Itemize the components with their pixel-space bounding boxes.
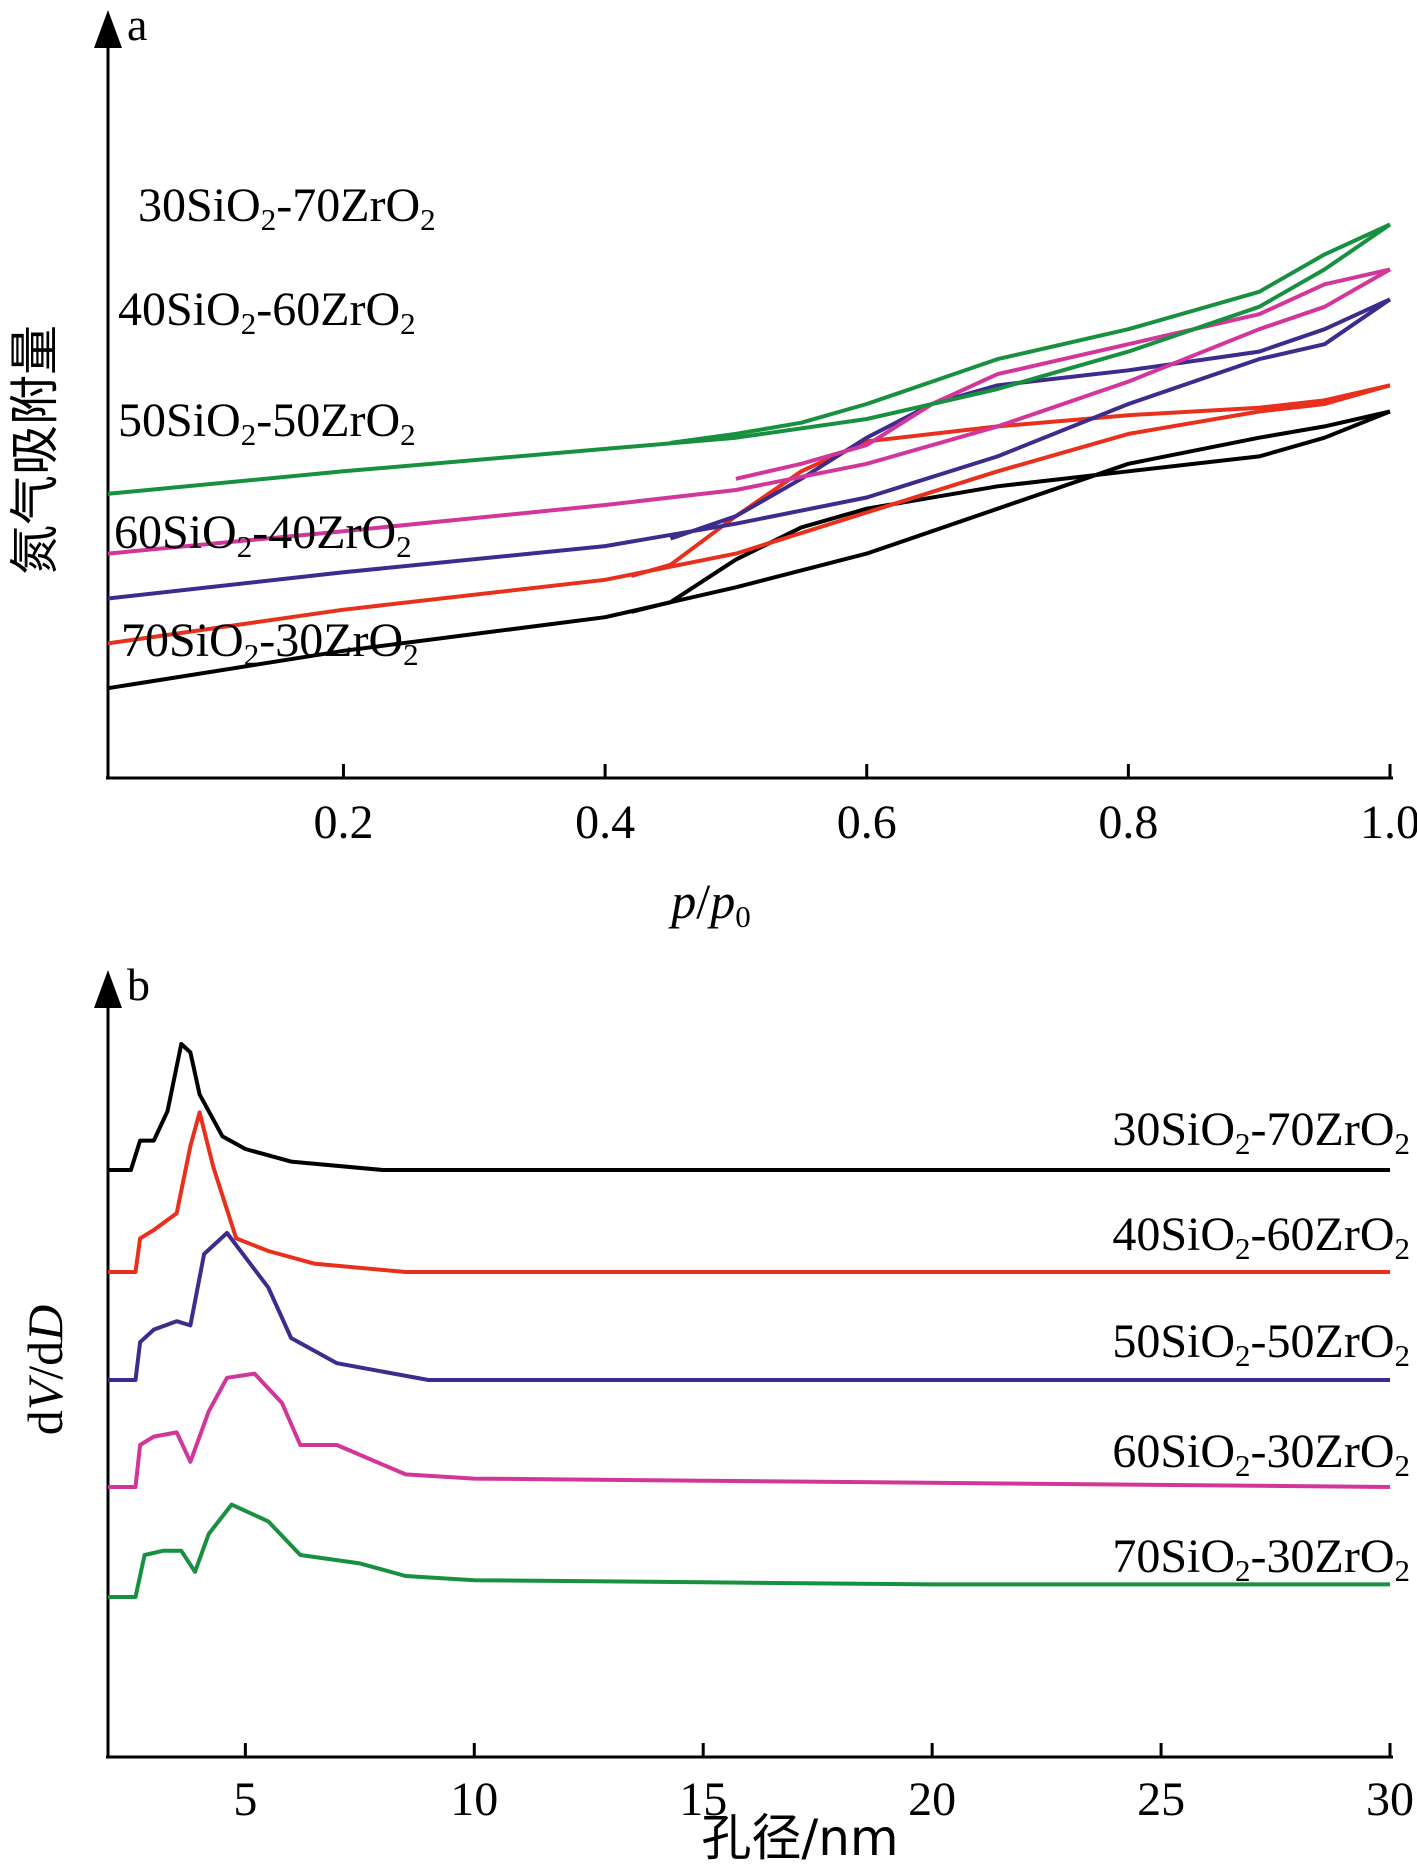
panel-b-y-axis-label: dV/dD [17,1305,73,1436]
panel-b-x-tick-label: 20 [908,1773,956,1826]
panel-a-series-2-adsorption-line [107,383,1391,646]
panel-b-y-axis-arrow [94,970,122,1008]
ylabel-d2: /d [17,1341,73,1380]
panel-a-x-tick-label: 0.4 [575,796,635,849]
panel-a-y-axis-arrow [94,10,122,48]
panel-b-x-tick-label: 30 [1366,1773,1414,1826]
panel-a-series-5-adsorption-line [107,222,1392,496]
panel-a-series-2-desorption-line [630,383,1391,578]
panel-a-series-4-adsorption-line [107,267,1391,556]
panel-b-series-1-label: 30SiO2-70ZrO2 [1112,1103,1410,1161]
panel-b-series-1-line [108,1042,1390,1172]
panel-b-x-ticks [243,1743,1392,1757]
panel-a-series-1-label: 30SiO2-70ZrO2 [138,179,436,237]
ylabel-v: V [17,1374,73,1410]
panel-b-x-tick-labels: 5 10 15 20 25 30 [233,1773,1414,1826]
panel-b-x-tick-label: 10 [450,1773,498,1826]
panel-a: a 0.2 0.4 0.6 0.8 1.0 30SiO2-70ZrO2 40SiO2-60… [6,0,1417,934]
panel-a-series-3-desorption-line [669,297,1391,541]
panel-a-x-tick-label: 0.6 [837,796,897,849]
panel-a-x-axis-label: p/p0 [668,873,750,934]
panel-a-x-tick-label: 0.2 [313,796,373,849]
panel-a-series-4-desorption-line [735,267,1391,481]
panel-a-x-tick-label: 1.0 [1360,796,1417,849]
panel-a-series-labels: 30SiO2-70ZrO2 40SiO2-60ZrO2 50SiO2-50ZrO2 6… [114,179,436,672]
panel-b-series-labels: 30SiO2-70ZrO2 40SiO2-60ZrO2 50SiO2-50ZrO2 6… [1112,1103,1410,1588]
panel-a-series-5-desorption-line [670,222,1391,445]
panel-b: b 5 10 15 20 25 30 30SiO2-70ZrO2 40SiO2-60ZrO2… [17,959,1414,1866]
panel-a-series [107,222,1392,691]
panel-a-x-ticks [341,764,1392,778]
panel-a-series-4-label: 60SiO2-40ZrO2 [114,506,412,564]
panel-a-x-tick-label: 0.8 [1098,796,1158,849]
panel-a-letter: a [127,0,147,50]
panel-b-series-5-label: 70SiO2-30ZrO2 [1112,1530,1410,1588]
panel-a-series-1-desorption-line [630,409,1391,614]
panel-a-series-2-label: 40SiO2-60ZrO2 [118,283,416,341]
panel-b-x-tick-label: 5 [233,1773,257,1826]
panel-b-series-5-line [108,1502,1390,1599]
xlabel-sep: / [696,873,710,929]
panel-b-series-2-line [108,1110,1390,1274]
panel-a-series-3-adsorption-line [107,297,1392,601]
panel-b-series-3-label: 50SiO2-50ZrO2 [1112,1315,1410,1373]
panel-b-x-tick-label: 25 [1137,1773,1185,1826]
panel-a-y-axis-label: 氮气吸附量 [6,325,64,575]
xlabel-p: p [668,873,696,929]
ylabel-D: D [17,1305,73,1342]
panel-b-x-tick-label: 15 [679,1773,727,1826]
panel-b-series-2-label: 40SiO2-60ZrO2 [1112,1208,1410,1266]
panel-b-series [108,1042,1391,1599]
panel-b-series-4-line [108,1371,1391,1489]
panel-a-x-tick-labels: 0.2 0.4 0.6 0.8 1.0 [313,796,1417,849]
xlabel-p0: p [707,873,735,929]
panel-a-series-5-label: 70SiO2-30ZrO2 [121,614,419,672]
panel-b-series-3-line [108,1231,1390,1382]
panel-a-series-1-adsorption-line [107,409,1391,691]
panel-b-letter: b [127,959,150,1010]
panel-a-series-3-label: 50SiO2-50ZrO2 [118,394,416,452]
panel-b-x-axis-label: 孔径/nm [701,1809,898,1866]
xlabel-sub: 0 [735,899,751,934]
ylabel-d1: d [17,1410,73,1435]
panel-b-series-4-label: 60SiO2-30ZrO2 [1112,1425,1410,1483]
